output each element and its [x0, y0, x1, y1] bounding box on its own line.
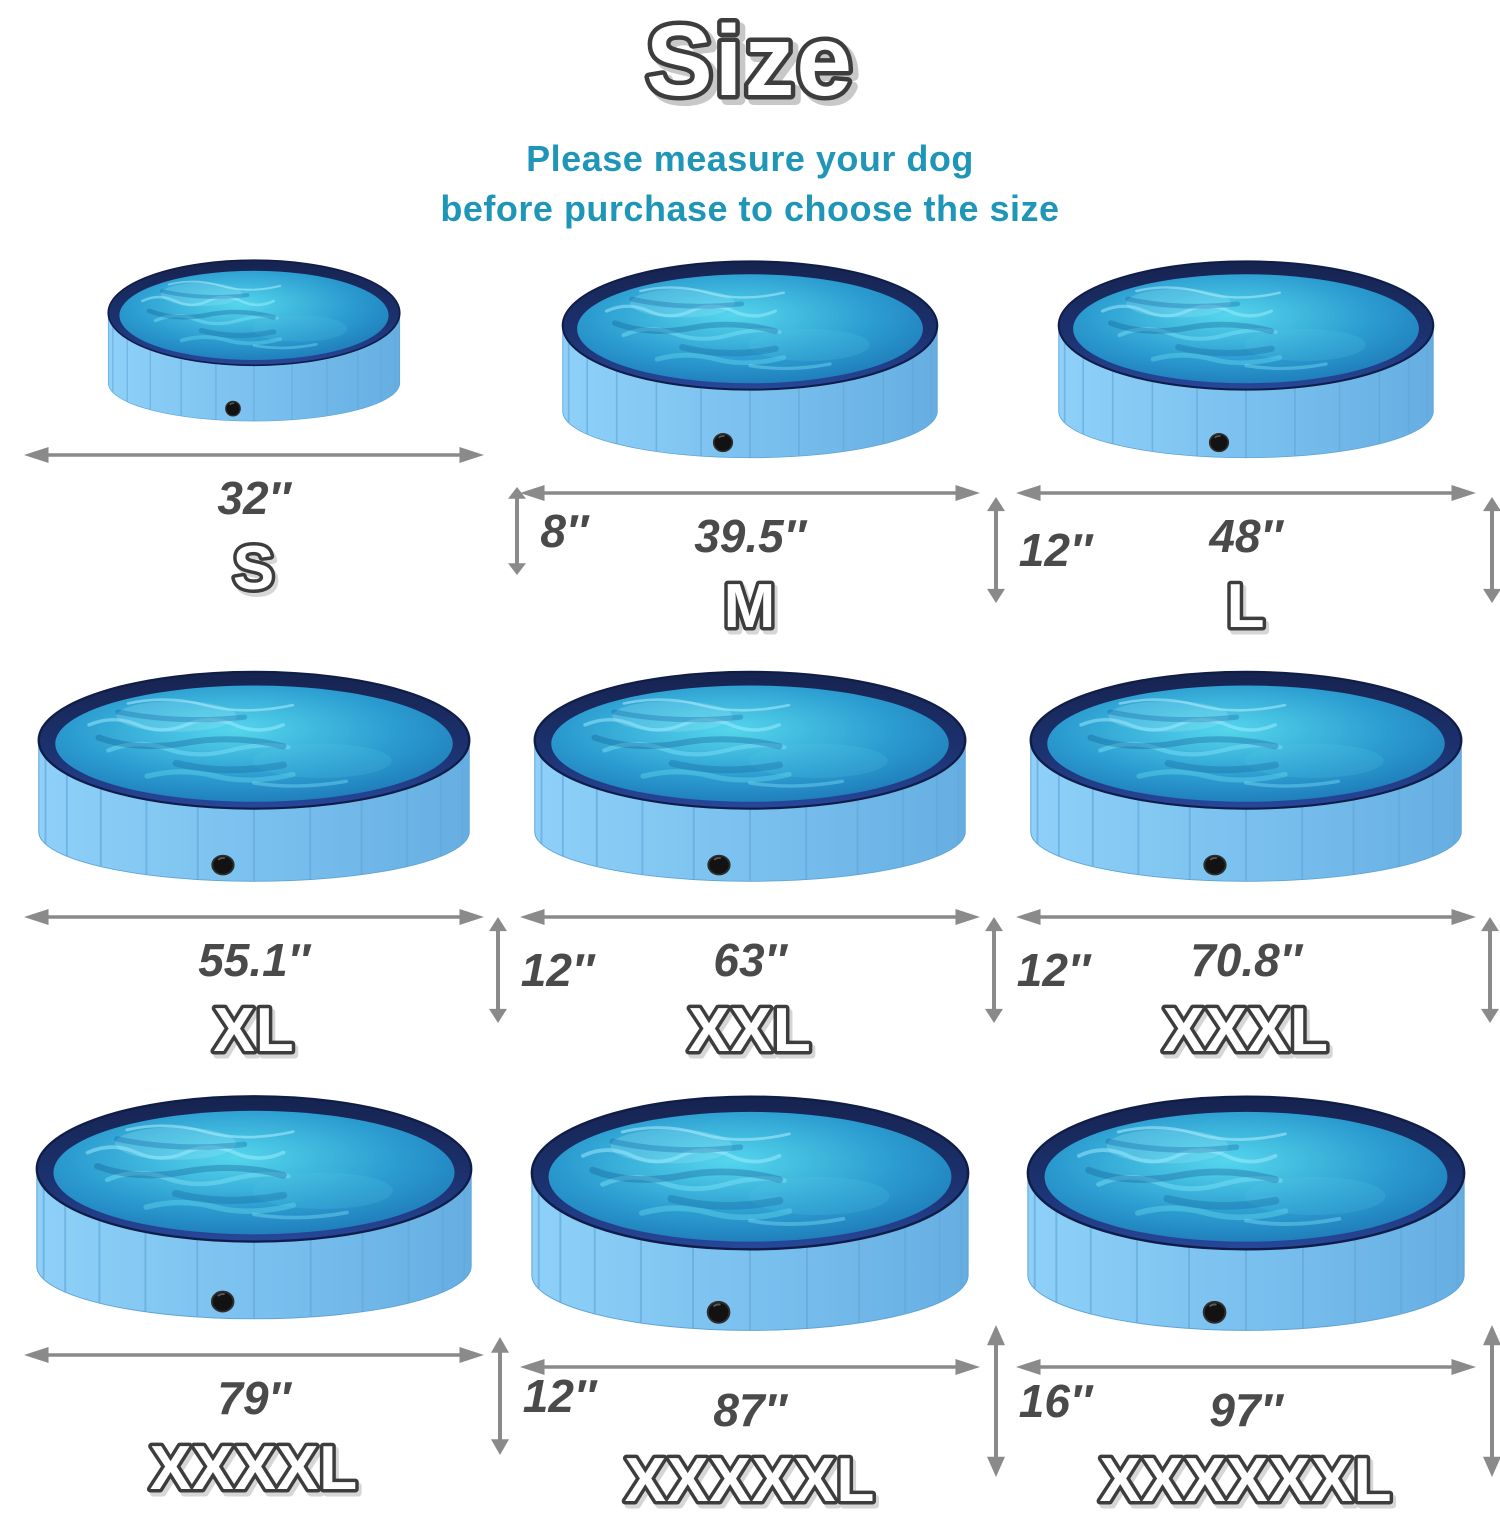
subtitle-line-2: before purchase to choose the size: [440, 187, 1060, 229]
size-label: XXXL: [1163, 996, 1329, 1065]
size-cell-xxl: 12″ 63″ XXL: [502, 665, 1090, 1071]
subtitle-line-1: Please measure your dog: [526, 138, 974, 179]
diameter-value: 97″: [1209, 1384, 1283, 1437]
height-arrow-icon: [1479, 1325, 1500, 1478]
size-label: L: [1227, 572, 1266, 641]
size-label: M: [724, 572, 777, 641]
header: Size Size Please measure your dog before…: [0, 0, 1500, 233]
diameter-value: 32″: [217, 472, 291, 525]
height-value: 16″: [1018, 1375, 1092, 1428]
page-title: Size Size: [641, 2, 862, 127]
pool-image: [530, 1095, 970, 1332]
height-arrow-icon: [983, 497, 1009, 604]
size-grid: 8″ 32″ S: [0, 255, 1500, 1521]
height-value: 12″: [522, 1370, 596, 1423]
height-arrow-icon: [981, 917, 1007, 1024]
pool-image: [103, 255, 405, 427]
pool-image: [1052, 255, 1440, 465]
pool-image: [524, 1089, 976, 1339]
pool-image: [1057, 260, 1435, 459]
width-arrow-icon: [520, 1355, 980, 1379]
pool-image: [37, 671, 471, 883]
height-value: 12″: [1018, 524, 1092, 577]
diameter-value: 39.5″: [694, 510, 806, 563]
size-label: XXL: [688, 996, 812, 1065]
height-arrow-icon: [485, 917, 511, 1024]
size-label: XXXXXL: [625, 1446, 876, 1515]
size-label: XXXXXXL: [1100, 1446, 1393, 1515]
page-title-text: Size: [646, 5, 854, 117]
size-cell-s: 8″ 32″ S: [6, 255, 588, 647]
diameter-value: 48″: [1209, 510, 1283, 563]
height-arrow-icon: [1479, 497, 1500, 604]
diameter-value: 79″: [217, 1372, 291, 1425]
pool-image: [561, 260, 939, 459]
pool-image: [107, 259, 401, 422]
size-cell-xxxl: 12″ 70.8″ XXXL: [998, 665, 1499, 1071]
height-value: 12″: [520, 944, 594, 997]
height-value: 8″: [540, 505, 588, 558]
height-value: 12″: [1016, 944, 1090, 997]
width-arrow-icon: [520, 905, 980, 929]
pool-image: [1020, 1089, 1472, 1339]
size-label: XXXXL: [150, 1434, 358, 1503]
width-arrow-icon: [24, 1343, 484, 1367]
size-label: XL: [213, 996, 294, 1065]
width-arrow-icon: [24, 905, 484, 929]
width-arrow-icon: [1016, 1355, 1476, 1379]
pool-image: [31, 665, 477, 889]
diameter-value: 70.8″: [1190, 934, 1302, 987]
svg-text:Size: Size: [651, 10, 859, 122]
width-arrow-icon: [520, 481, 980, 505]
size-cell-xxxxxxl: 16″ 97″ XXXXXXL: [998, 1089, 1500, 1521]
pool-image: [1029, 671, 1463, 883]
size-cell-m: 12″ 39.5″ M: [502, 255, 1092, 647]
width-arrow-icon: [1016, 905, 1476, 929]
pool-image: [533, 671, 967, 883]
size-cell-xxxxl: 12″ 79″ XXXXL: [6, 1089, 596, 1521]
diameter-value: 63″: [713, 934, 787, 987]
height-arrow-icon: [983, 1325, 1009, 1478]
pool-image: [1026, 1095, 1466, 1332]
height-arrow-icon: [487, 1337, 513, 1456]
pool-image: [29, 1089, 479, 1327]
height-arrow-icon: [504, 487, 530, 576]
size-cell-xxxxxl: 16″ 87″ XXXXXL: [502, 1089, 1092, 1521]
width-arrow-icon: [24, 443, 484, 467]
size-cell-l: 12″ 48″ L: [998, 255, 1500, 647]
pool-image: [556, 255, 944, 465]
pool-image: [35, 1095, 473, 1320]
diameter-value: 55.1″: [198, 934, 310, 987]
pool-image: [1023, 665, 1469, 889]
diameter-value: 87″: [713, 1384, 787, 1437]
size-label: S: [233, 534, 275, 603]
width-arrow-icon: [1016, 481, 1476, 505]
subtitle: Please measure your dog before purchase …: [440, 134, 1059, 233]
pool-image: [527, 665, 973, 889]
size-cell-xl: 12″ 55.1″ XL: [6, 665, 594, 1071]
height-arrow-icon: [1477, 917, 1500, 1024]
